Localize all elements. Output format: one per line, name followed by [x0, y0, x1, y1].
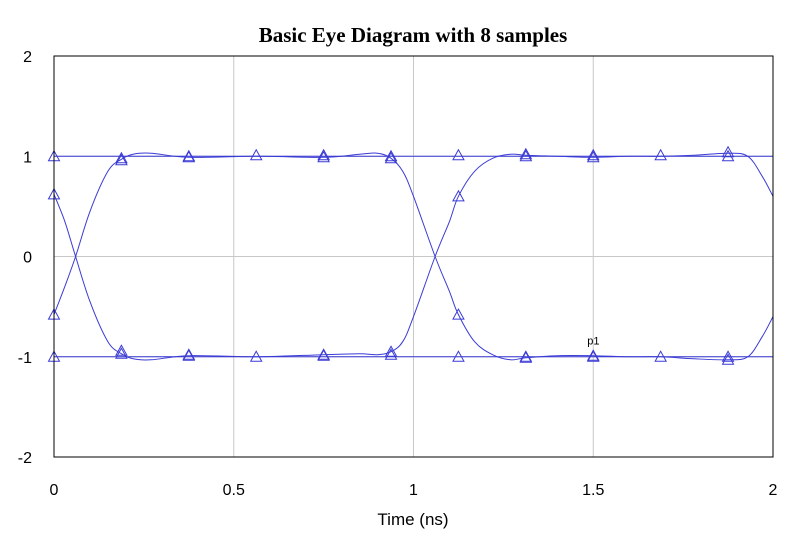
- triangle-marker: [115, 347, 128, 359]
- triangle-marker: [384, 149, 398, 162]
- triangle-marker: [182, 150, 196, 163]
- triangle-marker: [654, 350, 668, 362]
- triangle-marker: [317, 148, 330, 161]
- x-tick-labels: 0 0.5 1 1.5 2: [50, 482, 778, 499]
- triangle-marker: [317, 150, 330, 163]
- triangle-marker: [586, 150, 600, 163]
- triangle-marker: [519, 147, 533, 160]
- x-tick-label: 0.5: [223, 482, 245, 499]
- triangle-marker: [384, 348, 398, 360]
- x-axis-label: Time (ns): [377, 510, 448, 529]
- triangle-marker: [519, 351, 533, 363]
- triangle-marker: [721, 353, 735, 365]
- triangle-marker: [317, 348, 330, 360]
- triangle-marker: [721, 149, 735, 162]
- x-tick-label: 1.5: [582, 482, 604, 499]
- chart-title: Basic Eye Diagram with 8 samples: [259, 23, 568, 47]
- y-tick-label: 2: [23, 49, 32, 66]
- x-tick-label: 1: [409, 482, 418, 499]
- triangle-marker: [115, 151, 128, 164]
- plot-frame: [53, 55, 774, 458]
- y-tick-label: 0: [23, 250, 32, 267]
- y-tick-label: -1: [18, 350, 32, 367]
- triangle-marker: [115, 344, 128, 356]
- x-tick-label: 2: [769, 482, 778, 499]
- triangle-marker: [452, 350, 465, 362]
- y-tick-label: -2: [18, 450, 32, 467]
- triangle-marker: [519, 149, 533, 162]
- sample-markers: [47, 145, 735, 365]
- triangle-marker: [586, 350, 600, 362]
- triangle-marker: [452, 189, 465, 202]
- triangle-marker: [452, 308, 465, 320]
- y-tick-labels: 2 1 0 -1 -2: [18, 49, 32, 467]
- triangle-marker: [249, 148, 263, 161]
- triangle-marker: [115, 153, 128, 166]
- triangle-marker: [721, 145, 735, 158]
- triangle-marker: [249, 350, 263, 362]
- triangle-marker: [586, 148, 600, 161]
- y-tick-label: 1: [23, 149, 32, 166]
- x-tick-label: 0: [50, 482, 59, 499]
- triangle-marker: [384, 345, 398, 357]
- grid-lines: [54, 56, 773, 457]
- triangle-marker: [384, 151, 398, 164]
- marker-label-p1: p1: [587, 336, 599, 348]
- triangle-marker: [452, 148, 465, 161]
- triangle-marker: [654, 148, 668, 161]
- triangle-marker: [721, 350, 735, 362]
- triangle-marker: [182, 348, 196, 360]
